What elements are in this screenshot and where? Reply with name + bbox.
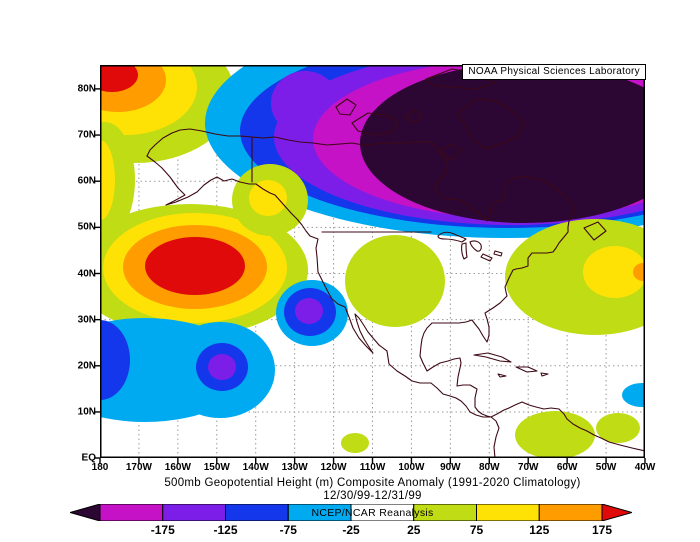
coastline-arctic-atlantic	[146, 128, 645, 452]
lon-tick-label: 80W	[479, 462, 500, 473]
lon-tick-label: 160W	[164, 462, 191, 473]
coastline-layer	[146, 68, 645, 458]
colorbar-tick-label: 125	[529, 523, 550, 537]
contour-fill	[633, 263, 645, 281]
contour-fill	[100, 65, 138, 92]
lat-tick-label: EQ	[81, 452, 96, 464]
lat-tick-label: 40N	[77, 268, 96, 279]
contour-fill	[100, 320, 130, 400]
lon-tick-label: 110W	[359, 462, 386, 473]
contour-fill	[596, 413, 640, 443]
negative-anomaly-baja	[276, 280, 348, 346]
contour-fill	[145, 237, 245, 295]
data-source-label: NCEP/NCAR Reanalysis	[311, 507, 434, 519]
colorbar-tick-label: -25	[342, 523, 360, 537]
lat-tick-label: 30N	[77, 314, 96, 326]
lat-tick-label: 60N	[77, 175, 96, 187]
contour-fill	[341, 433, 369, 453]
political-borders	[251, 136, 432, 233]
lat-tick-label: 50N	[77, 221, 96, 233]
lon-tick-label: 40W	[634, 462, 656, 473]
noaa-credit-box: NOAA Physical Sciences Laboratory	[462, 64, 646, 80]
colorbar-tick-label: 25	[407, 523, 421, 537]
colorbar-arrow	[70, 504, 101, 521]
contour-fill	[100, 140, 115, 220]
positive-anomaly-caribbean	[341, 411, 640, 458]
negative-anomaly-subtropical-pacific	[100, 318, 275, 422]
lon-tick-label: 150W	[203, 462, 230, 473]
lon-tick-label: 70W	[517, 462, 539, 473]
contour-fill	[208, 354, 236, 380]
contour-fill	[583, 246, 645, 298]
anomaly-map	[94, 65, 646, 464]
colorbar-tick-label: 175	[591, 523, 613, 537]
lat-tick-label: 80N	[77, 83, 96, 95]
positive-anomaly-sw-us	[345, 235, 445, 327]
great-lakes	[437, 231, 503, 262]
lat-tick-label: 10N	[77, 406, 96, 418]
contour-fill	[515, 411, 595, 458]
positive-anomaly-gulf-alaska	[232, 164, 308, 236]
lon-tick-label: 60W	[556, 462, 578, 473]
lon-tick-label: 130W	[281, 462, 308, 473]
lat-tick-label: 20N	[77, 360, 96, 372]
positive-anomaly-north-pacific	[100, 204, 308, 336]
colorbar-tick-label: 75	[469, 523, 484, 537]
positive-anomaly-arctic	[100, 65, 235, 238]
map-frame	[100, 65, 645, 458]
negative-anomaly-atlantic-edge	[622, 383, 645, 407]
lon-tick-label: 120W	[320, 462, 347, 473]
lon-tick-label: 100W	[398, 462, 425, 473]
lon-tick-label: 140W	[242, 462, 269, 473]
contour-fill	[360, 65, 645, 223]
contour-fill	[295, 298, 323, 324]
contour-fill	[249, 180, 287, 216]
lon-tick-label: 50W	[595, 462, 617, 473]
lat-tick-label: 70N	[77, 129, 96, 141]
lon-tick-label: 170W	[125, 462, 152, 473]
chart-title: 500mb Geopotential Height (m) Composite …	[164, 477, 581, 489]
tick-layer	[94, 88, 646, 464]
coastline-pacific	[146, 155, 500, 458]
anomaly-fill-layer	[100, 65, 645, 458]
negative-anomaly-canada	[205, 65, 645, 238]
colorbar-tick-label: -175	[150, 523, 175, 537]
colorbar-tick-label: -75	[279, 523, 297, 537]
noaa-credit-label: NOAA Physical Sciences Laboratory	[468, 66, 640, 77]
colorbar-arrow	[601, 504, 632, 521]
colorbar-tick-label: -125	[213, 523, 238, 537]
caribbean-islands	[473, 352, 549, 378]
colorbar	[70, 504, 632, 521]
lon-tick-label: 90W	[440, 462, 461, 473]
composite-dates: 12/30/99-12/31/99	[323, 490, 422, 502]
arctic-islands	[335, 68, 607, 241]
positive-anomaly-atlantic	[505, 219, 645, 335]
lon-tick-label: 180	[91, 462, 109, 473]
